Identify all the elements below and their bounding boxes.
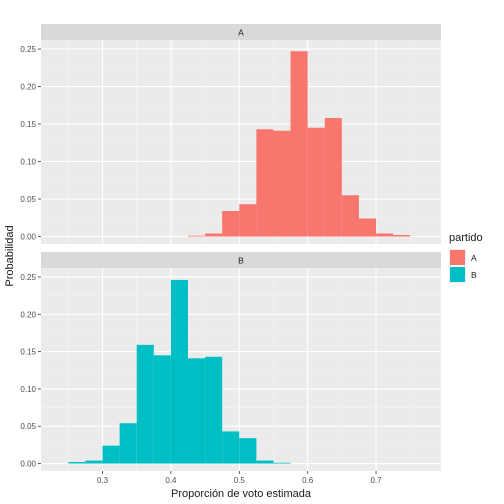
panel-B: B 0.00 0.05 0.10 0.15 0.20 0.25 [20,252,441,471]
x-axis-title: Proporción de voto estimada [171,488,312,500]
y-tick-label: 0.05 [20,195,36,204]
histogram-bar [256,129,274,237]
strip-label: B [238,256,244,266]
panel-background [41,268,441,471]
panel-A: A 0.00 0.05 0.10 0.15 0.20 0.25 [20,24,441,244]
histogram-bar [205,356,223,464]
y-tick-label: 0.20 [20,310,36,319]
y-tick-label: 0.15 [20,348,36,357]
histogram-bar [68,462,86,464]
x-axis: 0.3 0.4 0.5 0.6 0.7 [97,471,382,485]
histogram-bar [170,279,189,464]
histogram-bar [341,195,359,237]
strip-label: A [238,28,244,38]
histogram-bar [188,358,206,464]
histogram-bar [239,438,257,464]
histogram-bar [273,130,291,237]
histogram-bar [188,235,206,237]
histogram-bar [85,460,103,464]
legend-swatch [450,267,465,282]
x-tick-label: 0.5 [234,476,246,485]
legend-label: A [471,253,477,263]
histogram-bar [393,235,411,237]
strip-background [41,252,441,268]
facet-panels: A 0.00 0.05 0.10 0.15 0.20 0.25 B 0.00 0.05 0.10 0.… [20,24,441,471]
histogram-bar [119,423,137,464]
y-tick-label: 0.20 [20,83,36,92]
histogram-bar [290,51,308,237]
histogram-bar [222,431,240,464]
histogram-bar [205,233,223,237]
histogram-bar [324,118,342,237]
histogram-bar [376,233,394,237]
y-tick-label: 0.25 [20,45,36,54]
histogram-bar [153,355,171,464]
y-tick-label: 0.00 [20,233,36,242]
histogram-bar [358,218,377,237]
y-tick-label: 0.00 [20,460,36,469]
histogram-bar [239,204,257,237]
y-tick-label: 0.10 [20,158,36,167]
x-tick-label: 0.7 [370,476,382,485]
histogram-bar [136,344,154,464]
legend: partido AB [449,232,483,283]
y-tick-label: 0.05 [20,422,36,431]
legend-swatch [450,250,465,265]
y-tick-label: 0.25 [20,273,36,282]
histogram-bar [222,211,240,237]
y-tick-label: 0.10 [20,385,36,394]
legend-title: partido [449,232,483,244]
x-tick-label: 0.6 [302,476,314,485]
strip-background [41,24,441,40]
y-axis-title: Probabilidad [4,225,16,286]
histogram-bar [307,127,325,237]
histogram-bar [102,445,120,464]
histogram-bar [256,460,274,464]
y-tick-label: 0.15 [20,120,36,129]
histogram-bar [273,462,291,464]
x-tick-label: 0.3 [97,476,109,485]
x-tick-label: 0.4 [165,476,177,485]
legend-label: B [471,270,477,280]
